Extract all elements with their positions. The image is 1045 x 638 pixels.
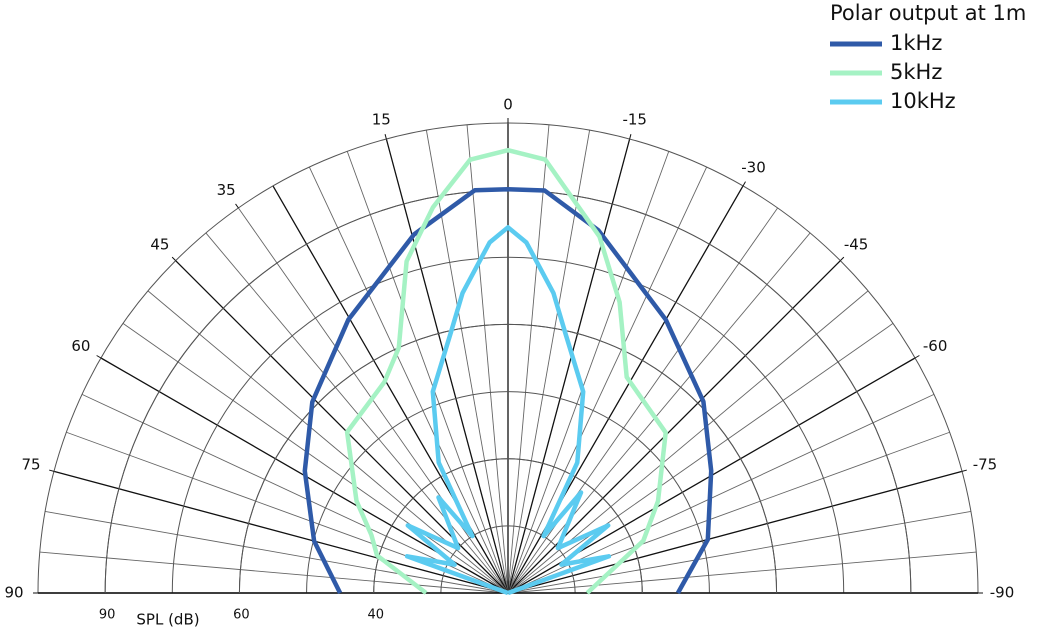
spoke	[507, 130, 591, 594]
angle-tick-label: -30	[741, 158, 766, 176]
legend-label: 10kHz	[890, 89, 956, 113]
spoke	[507, 232, 811, 594]
legend-label: 1kHz	[890, 31, 942, 55]
angle-tick	[384, 134, 387, 140]
angle-tick	[96, 355, 102, 359]
angle-tick-label: 75	[21, 456, 40, 474]
polar-line	[404, 225, 612, 596]
angle-tick-label: 60	[71, 337, 90, 355]
spoke	[507, 124, 550, 594]
angle-tick-label: -60	[923, 337, 948, 355]
spoke	[45, 510, 509, 594]
angle-tick-label: -75	[973, 456, 998, 474]
angle-tick	[839, 256, 845, 262]
angle-tick-label: 15	[372, 111, 391, 129]
spoke	[39, 551, 509, 594]
radial-grid-ring	[373, 458, 643, 594]
angle-tick-label: -45	[844, 235, 869, 253]
angle-tick	[742, 181, 746, 187]
angle-tick-label: -15	[622, 111, 647, 129]
polar-line	[302, 187, 714, 595]
polar-line	[344, 147, 668, 595]
spoke	[425, 130, 509, 594]
angle-tick	[49, 469, 55, 472]
angle-tick	[629, 134, 632, 140]
spoke	[507, 510, 971, 594]
spoke	[385, 138, 509, 594]
ring	[171, 256, 845, 594]
spoke	[507, 151, 670, 594]
spoke	[205, 232, 509, 594]
spoke	[308, 166, 509, 594]
spoke	[507, 551, 977, 594]
radial-grid-ring	[238, 323, 778, 594]
angle-tick	[961, 469, 967, 472]
angle-tick-label: 45	[150, 235, 169, 253]
legend-title: Polar output at 1m	[830, 1, 1026, 25]
spoke	[122, 323, 509, 594]
spoke	[507, 138, 631, 594]
angle-tick-label: 35	[217, 181, 236, 199]
spoke	[507, 323, 894, 594]
legend-label: 5kHz	[890, 60, 942, 84]
spoke	[346, 151, 509, 594]
radial-tick-label: 90	[99, 608, 116, 623]
spoke	[507, 470, 963, 594]
angle-tick-label: -90	[990, 584, 1015, 602]
angle-tick	[235, 203, 239, 209]
angle-tick-label: 90	[4, 584, 23, 602]
angle-tick-label: 0	[503, 96, 513, 114]
spoke	[507, 166, 708, 594]
spoke	[466, 124, 509, 594]
radial-tick-label: 40	[367, 608, 384, 623]
radial-tick-label: 60	[233, 608, 250, 623]
angle-tick	[171, 256, 177, 262]
angle-tick	[914, 355, 920, 359]
ring	[306, 391, 710, 594]
spoke	[53, 470, 509, 594]
radial-axis-label: SPL (dB)	[136, 611, 199, 629]
